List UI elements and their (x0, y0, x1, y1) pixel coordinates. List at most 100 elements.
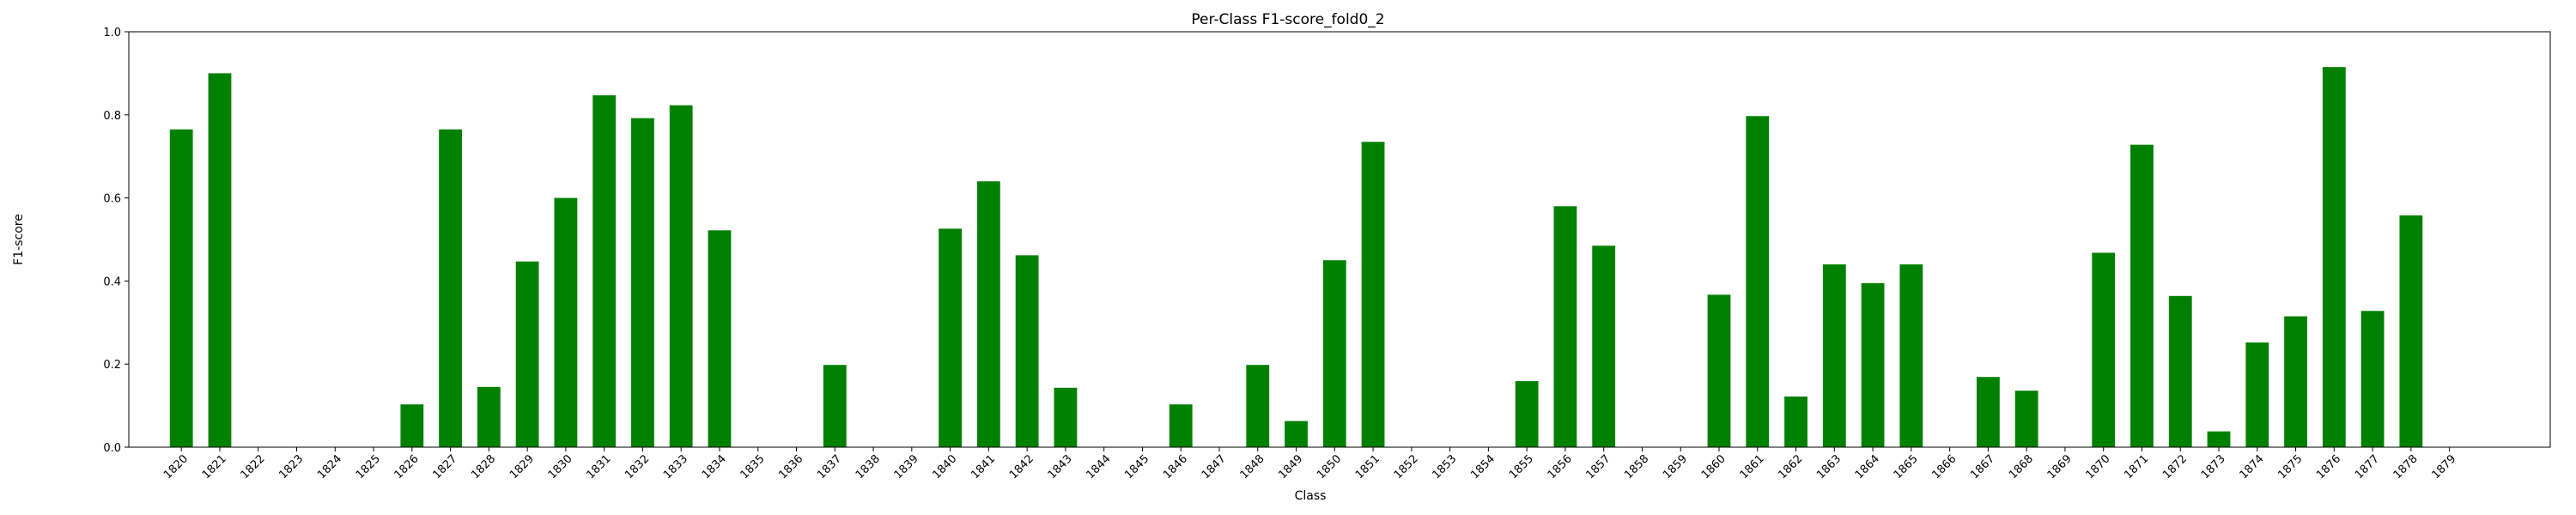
x-tick-label-1844: 1844 (1084, 452, 1114, 482)
bar-1862 (1784, 396, 1807, 447)
x-tick-label-1830: 1830 (546, 452, 575, 482)
x-tick-label-1864: 1864 (1853, 452, 1882, 482)
x-tick-label-1838: 1838 (854, 452, 883, 482)
x-tick-label-1849: 1849 (1276, 452, 1305, 482)
x-tick-label-1836: 1836 (776, 452, 805, 482)
x-tick-label-1854: 1854 (1468, 452, 1498, 482)
x-tick-label-1852: 1852 (1392, 452, 1421, 482)
bar-1834 (708, 230, 732, 447)
x-tick-label-1837: 1837 (815, 452, 844, 482)
y-axis-label: F1-score (12, 214, 26, 265)
x-tick-label-1829: 1829 (507, 452, 537, 482)
x-tick-label-1828: 1828 (469, 452, 498, 482)
x-tick-label-1853: 1853 (1430, 452, 1459, 482)
x-tick-label-1841: 1841 (969, 452, 998, 482)
x-tick-label-1879: 1879 (2429, 452, 2458, 482)
x-tick-label-1834: 1834 (700, 452, 729, 482)
x-tick-label-1827: 1827 (430, 452, 459, 482)
bar-1833 (669, 105, 693, 448)
bar-1841 (976, 181, 1000, 448)
x-tick-label-1843: 1843 (1046, 452, 1075, 482)
y-tick-label-0.0: 0.0 (103, 442, 121, 455)
bar-1842 (1015, 255, 1039, 447)
bar-1873 (2207, 431, 2231, 447)
bar-1820 (169, 129, 193, 448)
x-tick-label-1856: 1856 (1546, 452, 1575, 482)
bar-1856 (1553, 206, 1577, 447)
x-tick-label-1855: 1855 (1507, 452, 1536, 482)
x-tick-label-1857: 1857 (1584, 452, 1613, 482)
x-tick-label-1826: 1826 (392, 452, 422, 482)
bar-1860 (1707, 294, 1731, 447)
bar-1875 (2284, 316, 2307, 447)
bar-1861 (1746, 116, 1770, 447)
x-tick-label-1875: 1875 (2275, 452, 2305, 482)
x-tick-label-1840: 1840 (930, 452, 959, 482)
x-tick-label-1823: 1823 (276, 452, 306, 482)
bar-1868 (2014, 391, 2038, 447)
x-tick-label-1858: 1858 (1622, 452, 1651, 482)
x-tick-label-1873: 1873 (2199, 452, 2228, 482)
x-tick-label-1874: 1874 (2238, 452, 2267, 482)
x-tick-label-1835: 1835 (738, 452, 768, 482)
bar-1878 (2399, 215, 2423, 447)
bar-1855 (1515, 381, 1539, 447)
x-tick-label-1848: 1848 (1238, 452, 1267, 482)
bar-1831 (592, 95, 617, 448)
x-tick-label-1860: 1860 (1699, 452, 1728, 482)
bar-1877 (2360, 311, 2385, 447)
x-tick-label-1825: 1825 (354, 452, 383, 482)
x-tick-label-1863: 1863 (1814, 452, 1844, 482)
bar-1871 (2130, 144, 2154, 447)
y-tick-label-0.4: 0.4 (103, 276, 121, 288)
x-tick-label-1866: 1866 (1929, 452, 1959, 482)
y-axis: 0.0 0.2 0.4 0.6 0.8 1.0 (103, 27, 129, 455)
bar-1832 (631, 118, 654, 448)
bars-group (169, 67, 2423, 448)
x-axis-label: Class (1295, 489, 1327, 503)
bar-1870 (2092, 252, 2116, 447)
bar-1830 (554, 197, 578, 447)
x-tick-label-1861: 1861 (1738, 452, 1767, 482)
x-tick-label-1833: 1833 (661, 452, 690, 482)
bar-1863 (1822, 264, 1846, 447)
x-tick-label-1820: 1820 (161, 452, 191, 482)
x-tick-label-1869: 1869 (2045, 452, 2075, 482)
x-tick-label-1870: 1870 (2084, 452, 2113, 482)
x-tick-label-1851: 1851 (1353, 452, 1382, 482)
bar-1865 (1899, 264, 1923, 447)
bar-1850 (1322, 260, 1346, 447)
y-tick-label-0.2: 0.2 (103, 359, 121, 372)
bar-1829 (515, 261, 539, 447)
x-tick-label-1865: 1865 (1892, 452, 1921, 482)
x-tick-label-1847: 1847 (1200, 452, 1229, 482)
x-tick-label-1845: 1845 (1122, 452, 1151, 482)
bar-1843 (1054, 387, 1078, 447)
x-tick-label-1878: 1878 (2391, 452, 2421, 482)
bar-1849 (1285, 421, 1308, 447)
y-tick-label-0.6: 0.6 (103, 193, 121, 206)
bar-1851 (1361, 142, 1385, 447)
bar-1857 (1592, 245, 1616, 447)
y-tick-label-1.0: 1.0 (103, 27, 121, 39)
bar-1827 (439, 129, 462, 448)
x-tick-label-1862: 1862 (1776, 452, 1805, 482)
x-tick-label-1877: 1877 (2353, 452, 2382, 482)
x-tick-label-1846: 1846 (1161, 452, 1190, 482)
chart-title: Per-Class F1-score_fold0_2 (1191, 11, 1384, 28)
bar-1821 (208, 73, 232, 448)
bar-1872 (2168, 295, 2192, 447)
bar-1846 (1169, 404, 1193, 447)
x-tick-label-1831: 1831 (584, 452, 613, 482)
plot-frame (128, 31, 2551, 448)
bar-1876 (2322, 67, 2346, 447)
bar-1848 (1246, 365, 1270, 447)
x-tick-label-1824: 1824 (315, 452, 344, 482)
bar-1826 (400, 404, 424, 447)
bar-1864 (1861, 282, 1885, 447)
x-tick-label-1850: 1850 (1315, 452, 1344, 482)
x-tick-label-1832: 1832 (623, 452, 652, 482)
x-tick-label-1868: 1868 (2007, 452, 2036, 482)
x-tick-label-1867: 1867 (1968, 452, 1997, 482)
